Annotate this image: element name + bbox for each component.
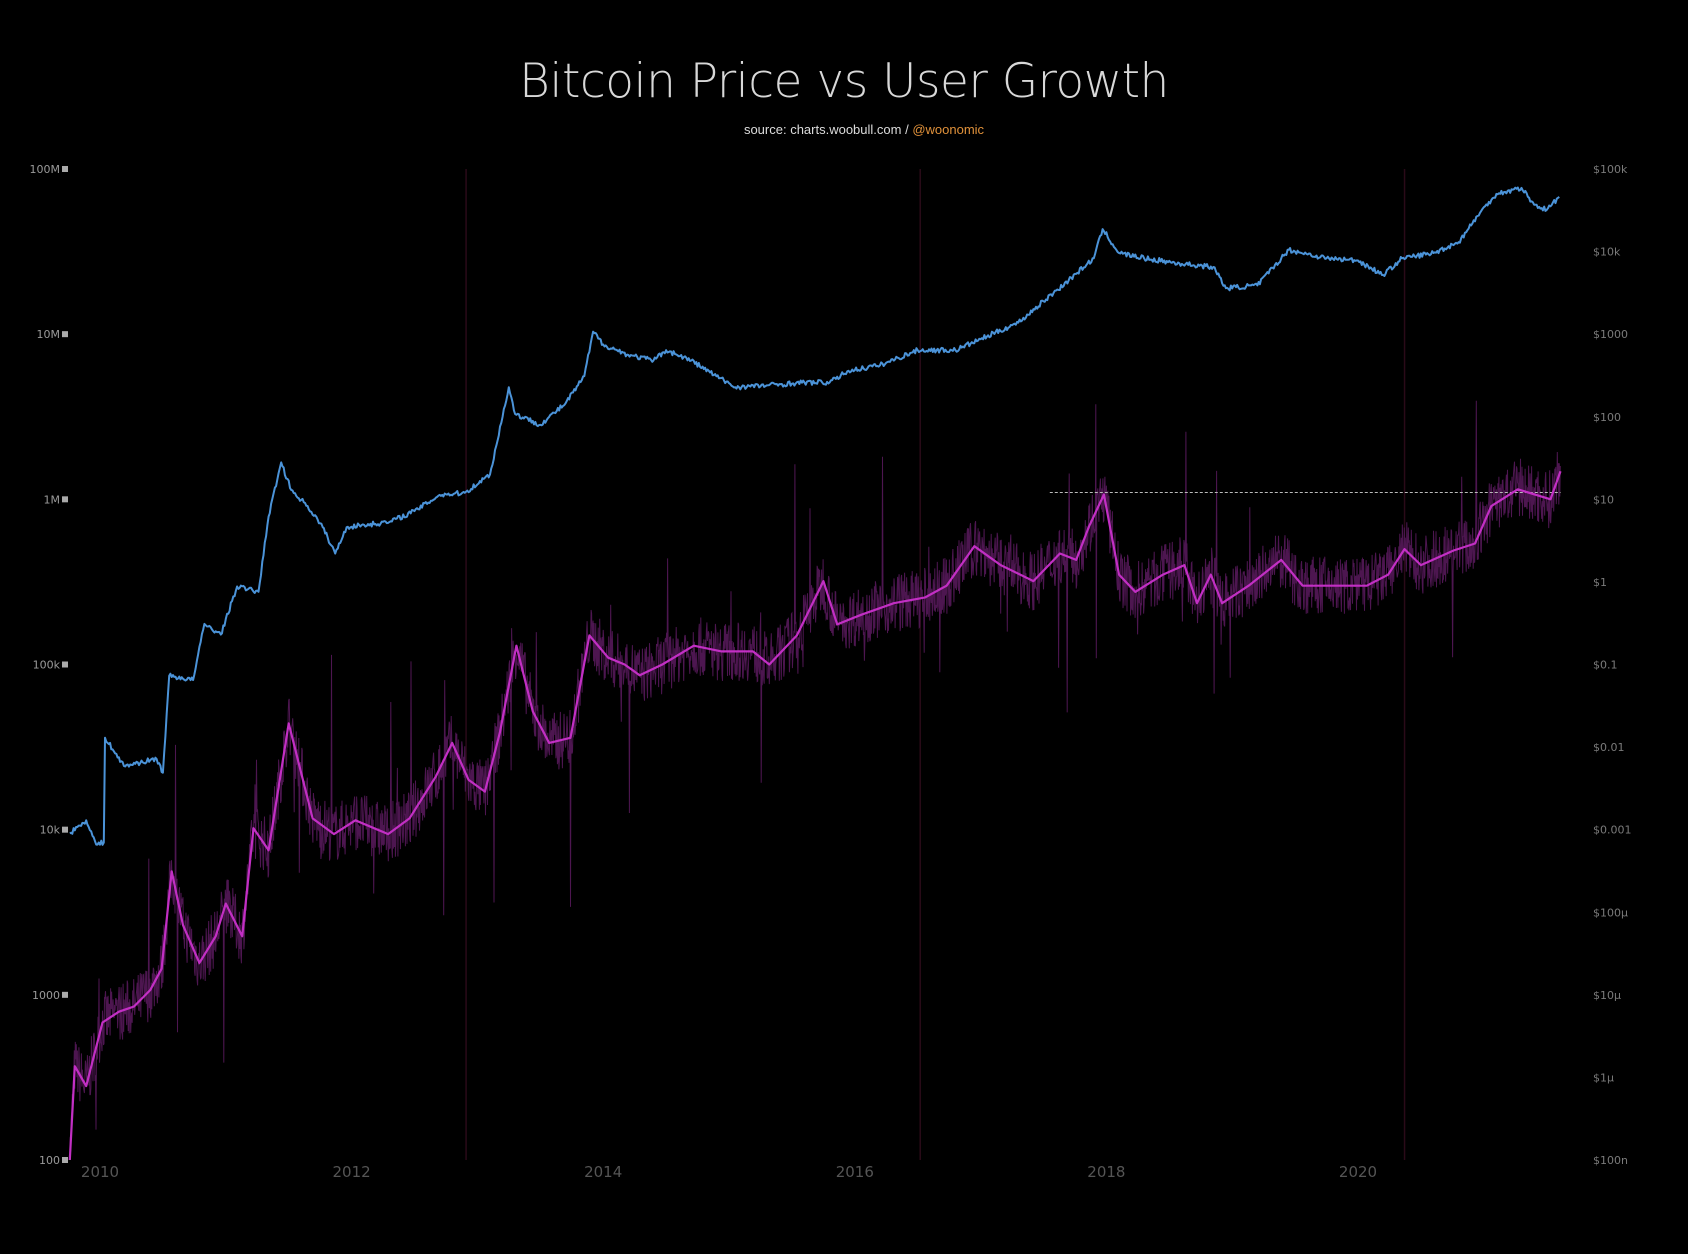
price-line [69, 186, 1560, 846]
left-axis-tick-label: 100k [33, 659, 61, 672]
x-axis-tick-label: 2012 [333, 1163, 371, 1181]
left-axis-tick-marker [62, 826, 68, 833]
halving-lines [465, 169, 1406, 1160]
chart-title: Bitcoin Price vs User Growth [519, 54, 1169, 109]
x-axis-tick-label: 2018 [1087, 1163, 1125, 1181]
right-axis-tick-label: $10μ [1593, 989, 1621, 1002]
right-axis-tick-label: $10 [1593, 493, 1614, 506]
right-axis-tick-label: $0.01 [1593, 741, 1625, 754]
axis-ticks: 100M 10M 1M 100k 10k 1000 100 $100k $10k $1000 $10… [30, 163, 1632, 1181]
users-daily-line [69, 400, 1561, 1161]
right-axis-tick-label: $100 [1593, 411, 1621, 424]
left-axis-tick-label: 100M [30, 163, 61, 176]
right-axis-tick-label: $1000 [1593, 328, 1628, 341]
left-axis-tick-marker [62, 166, 68, 172]
left-axis-tick-label: 10M [37, 328, 61, 341]
right-axis-tick-label: $1 [1593, 576, 1607, 589]
x-axis-tick-label: 2014 [584, 1163, 622, 1181]
x-axis-tick-label: 2010 [81, 1163, 119, 1181]
left-axis-tick-marker [62, 1157, 68, 1163]
x-axis-tick-label: 2020 [1339, 1163, 1377, 1181]
chart-subtitle: source: charts.woobull.com / @woonomic [0, 122, 1688, 137]
series-lines [68, 186, 1562, 1161]
users-daily-series [69, 400, 1561, 1161]
right-axis-tick-label: $100k [1593, 163, 1628, 176]
right-axis-tick-label: $10k [1593, 246, 1621, 259]
users-smoothed-line [68, 470, 1562, 1161]
author-handle-link[interactable]: @woonomic [912, 122, 985, 137]
left-axis-tick-label: 10k [40, 824, 61, 837]
source-text: source: charts.woobull.com / [743, 122, 913, 137]
left-axis-tick-label: 100 [39, 1154, 60, 1167]
right-axis-tick-label: $100μ [1593, 906, 1628, 919]
left-axis-tick-marker [62, 661, 68, 668]
right-axis-tick-label: $1μ [1593, 1071, 1614, 1084]
left-axis-tick-label: 1M [44, 493, 61, 506]
left-axis-tick-marker [62, 496, 68, 503]
right-axis-tick-label: $0.1 [1593, 659, 1618, 672]
left-axis-tick-label: 1000 [32, 989, 60, 1002]
left-axis-tick-marker [62, 331, 68, 338]
right-axis-tick-label: $100n [1593, 1154, 1628, 1167]
right-axis-tick-label: $0.001 [1593, 824, 1632, 837]
x-axis-tick-label: 2016 [836, 1163, 874, 1181]
left-axis-tick-marker [62, 991, 68, 998]
